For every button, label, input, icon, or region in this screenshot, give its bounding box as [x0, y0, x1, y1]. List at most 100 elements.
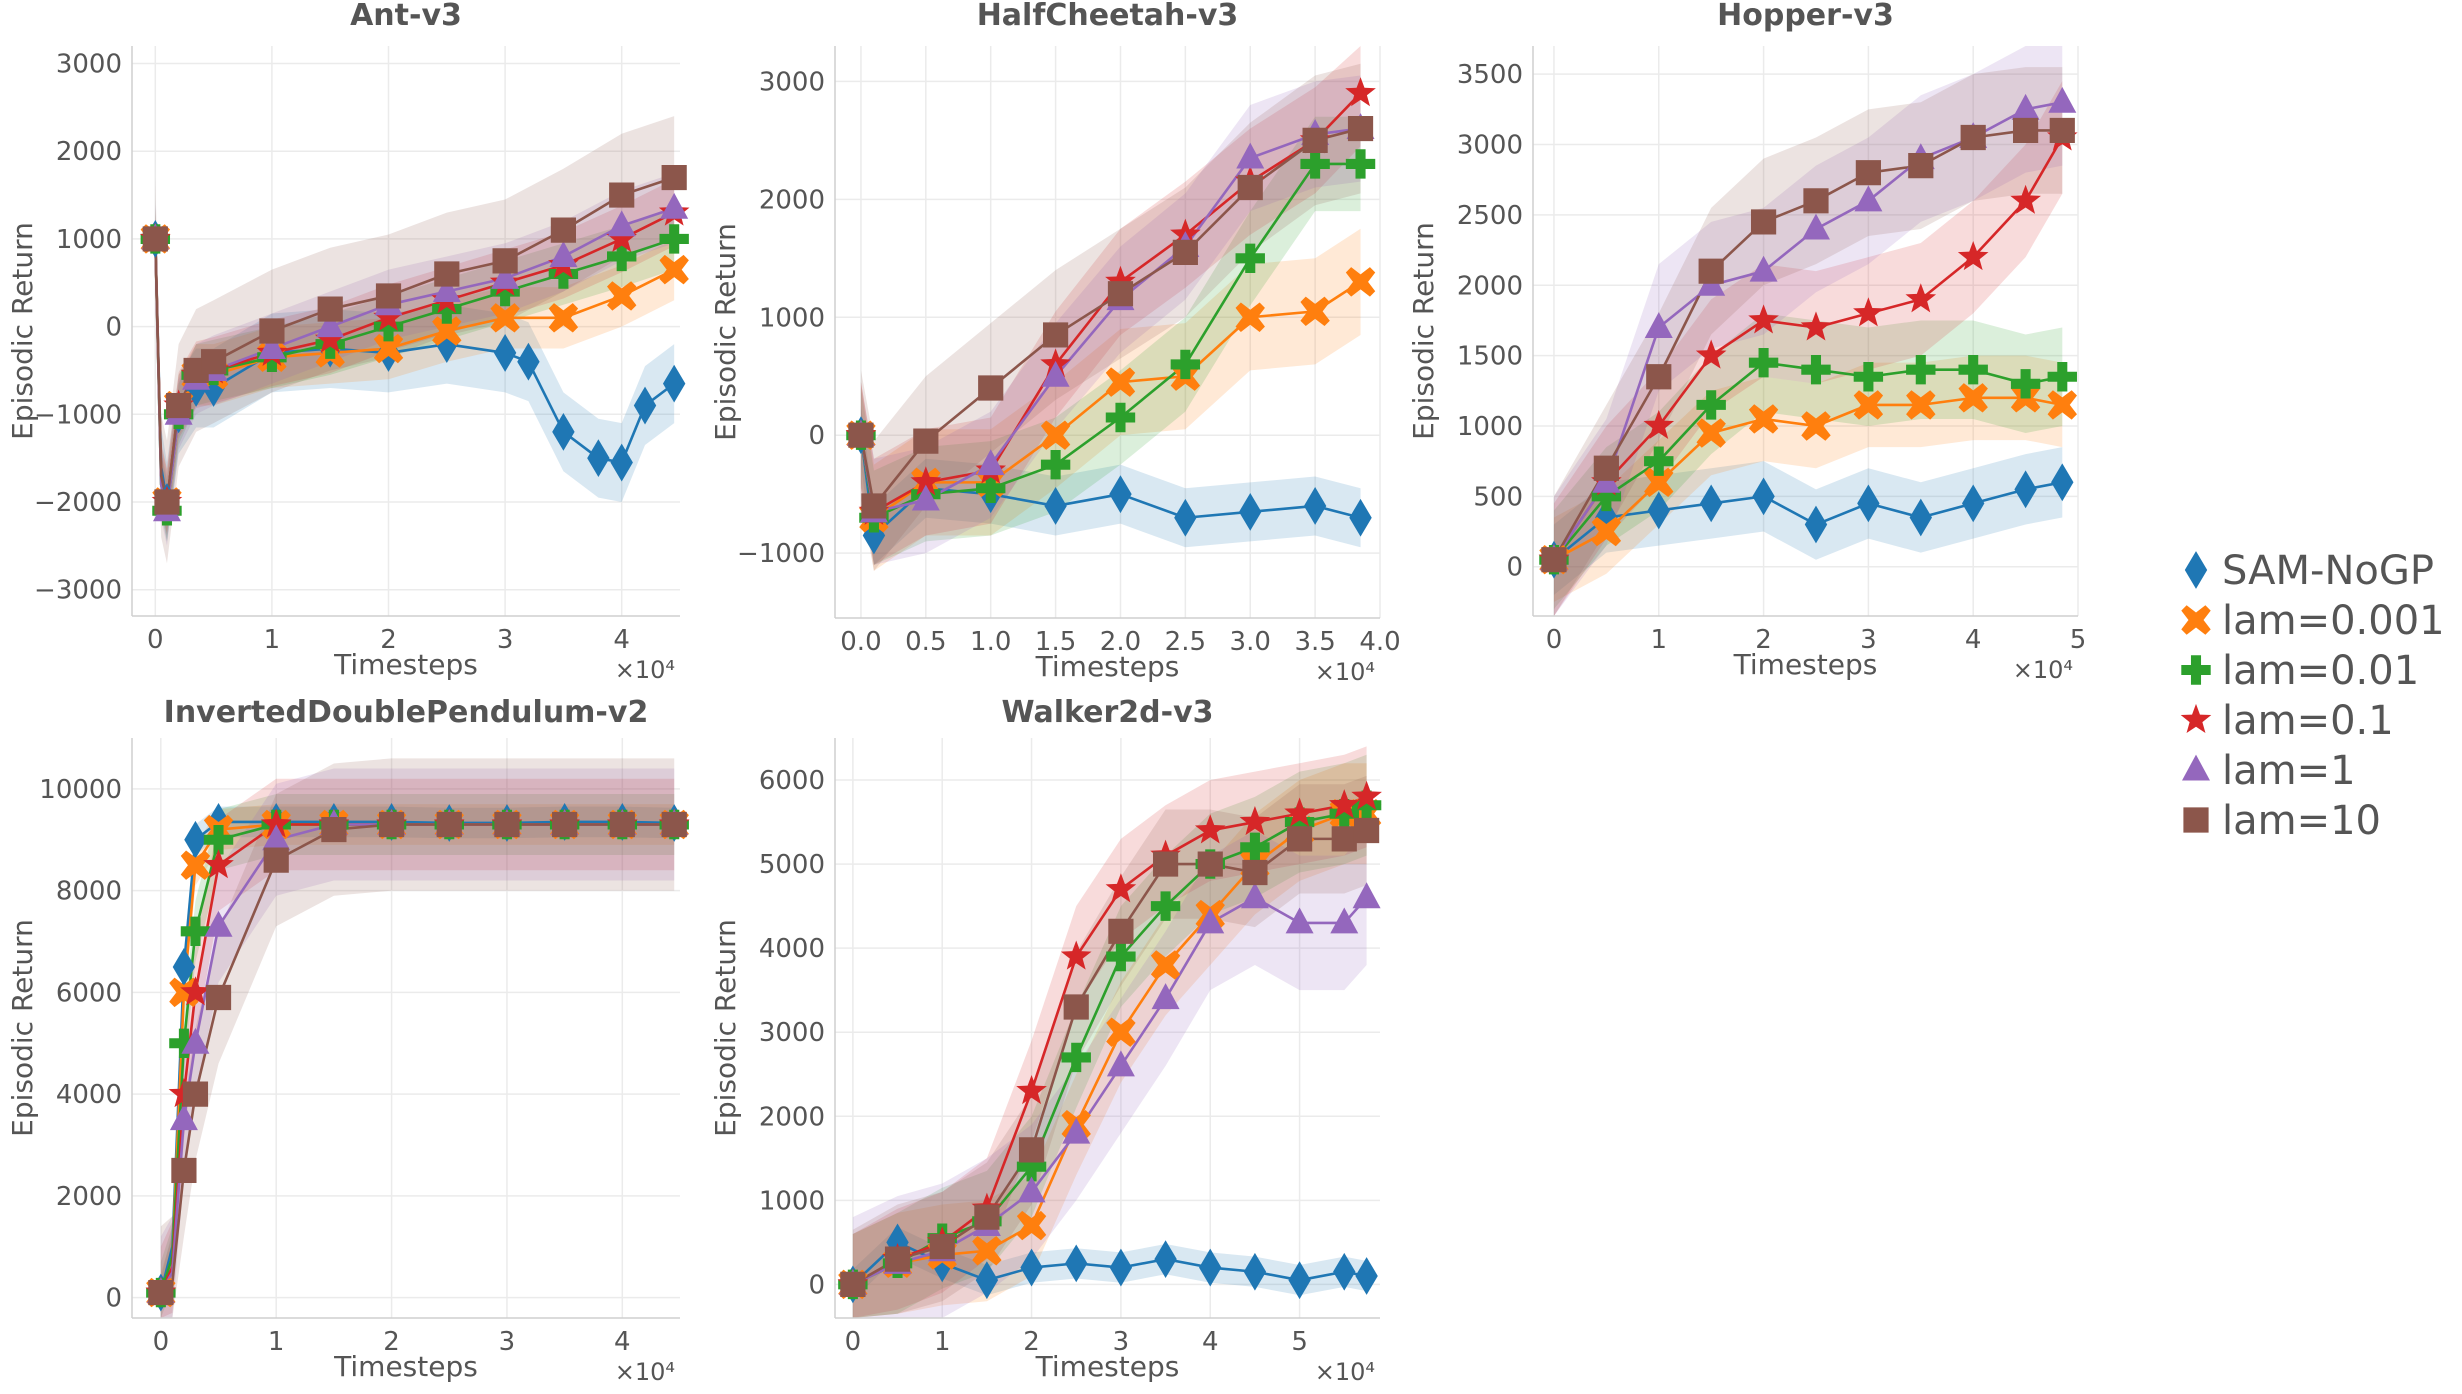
marker-lam=0.01 [1284, 807, 1315, 837]
marker-lam=1 [204, 910, 233, 937]
marker-lam=1 [1330, 907, 1359, 934]
marker-lam=0.01 [1748, 347, 1779, 378]
marker-lam=0.001 [1235, 302, 1265, 332]
band-lam=0.1 [852, 746, 1367, 1318]
marker-lam=0.01 [1801, 355, 1831, 385]
band-SAM-NoGP [155, 199, 675, 542]
marker-SAM-NoGP [1109, 475, 1132, 514]
marker-lam=0.1 [1105, 265, 1136, 295]
marker-lam=10 [552, 811, 578, 838]
x-axis-label: Timesteps [333, 1350, 478, 1383]
marker-lam=1 [1749, 255, 1778, 282]
marker-lam=0.1 [2010, 184, 2041, 214]
y-tick-label: 1000 [1457, 412, 1523, 442]
marker-lam=0.001 [373, 333, 404, 364]
marker-lam=0.01 [1061, 1042, 1091, 1073]
marker-lam=10 [609, 811, 635, 838]
legend-marker-SAM-NoGP [2184, 551, 2208, 589]
marker-lam=0.01 [2010, 369, 2041, 399]
marker-lam=1 [976, 449, 1005, 476]
marker-lam=10 [492, 248, 518, 274]
marker-lam=1 [1352, 882, 1381, 909]
y-tick-label: 10000 [39, 775, 122, 805]
marker-lam=0.01 [607, 241, 637, 272]
marker-lam=0.01 [1345, 149, 1376, 179]
subplot-walker2d-v3: 0 1 2 3 4 5 0 1000 2000 3000 4000 5000 6000 Walker2d-… [709, 695, 1382, 1386]
marker-lam=0.001 [1801, 411, 1831, 441]
marker-SAM-NoGP [552, 412, 575, 451]
marker-SAM-NoGP [1109, 1248, 1133, 1287]
marker-lam=1 [1854, 185, 1883, 212]
subplot-title: HalfCheetah-v3 [977, 0, 1239, 33]
marker-lam=0.01 [373, 311, 404, 342]
marker-lam=0.1 [180, 976, 211, 1006]
marker-lam=0.001 [1106, 1017, 1136, 1047]
subplot-title: Walker2d-v3 [1001, 695, 1213, 730]
x-tick-label: 5 [2070, 625, 2087, 655]
x-tick-label: 3 [1860, 625, 1877, 655]
y-axis-label: Episodic Return [709, 919, 742, 1137]
marker-lam=0.001 [1016, 1210, 1047, 1241]
y-tick-label: 4000 [56, 1080, 122, 1110]
marker-lam=1 [181, 1027, 210, 1054]
marker-lam=10 [1347, 115, 1374, 142]
legend-label: SAM-NoGP [2222, 548, 2434, 594]
marker-lam=10 [1197, 851, 1223, 877]
x-tick-label: 4 [1202, 1327, 1219, 1357]
marker-lam=0.001 [1150, 950, 1181, 980]
x-tick-label: 4.0 [1359, 627, 1400, 657]
marker-lam=0.001 [1345, 267, 1376, 297]
marker-lam=0.001 [548, 303, 579, 333]
marker-SAM-NoGP [1961, 484, 1985, 523]
x-tick-label: 2.0 [1100, 627, 1141, 657]
y-tick-label: 8000 [56, 877, 122, 907]
marker-lam=10 [171, 1157, 197, 1184]
marker-lam=0.01 [659, 224, 689, 254]
subplot-title: Hopper-v3 [1717, 0, 1894, 33]
marker-lam=1 [1236, 142, 1265, 169]
marker-lam=1 [316, 311, 345, 338]
marker-SAM-NoGP [1303, 487, 1327, 525]
marker-lam=0.1 [1351, 780, 1382, 810]
marker-lam=0.01 [1696, 390, 1726, 420]
x-tick-label: 3 [497, 625, 514, 655]
marker-lam=1 [911, 484, 940, 511]
marker-lam=10 [494, 811, 520, 838]
marker-lam=0.001 [607, 281, 637, 311]
marker-lam=10 [259, 318, 285, 344]
marker-SAM-NoGP [662, 364, 686, 403]
marker-lam=0.1 [1853, 297, 1884, 327]
y-tick-label: 3000 [1457, 131, 1523, 161]
marker-SAM-NoGP [493, 334, 517, 372]
y-tick-label: −1000 [34, 400, 122, 430]
marker-SAM-NoGP [517, 342, 540, 381]
x-tick-label: 2 [1755, 625, 1772, 655]
marker-lam=10 [1042, 322, 1069, 348]
y-tick-label: 3000 [56, 50, 122, 80]
y-axis-label: Episodic Return [709, 223, 742, 441]
marker-lam=1 [660, 192, 689, 219]
marker-lam=10 [1152, 851, 1179, 877]
marker-SAM-NoGP [610, 443, 633, 482]
marker-lam=10 [166, 392, 192, 419]
marker-lam=0.01 [1105, 402, 1136, 433]
band-lam=0.001 [1553, 355, 2063, 602]
marker-lam=10 [205, 984, 232, 1011]
band-lam=0.1 [1553, 81, 2063, 617]
marker-lam=0.001 [432, 316, 462, 346]
x-tick-label: 4 [614, 1327, 631, 1357]
marker-lam=1 [1106, 1050, 1135, 1077]
y-tick-label: 500 [1473, 482, 1523, 512]
marker-lam=0.1 [1194, 814, 1226, 844]
band-lam=10 [160, 758, 675, 1318]
y-tick-label: 0 [105, 313, 122, 343]
marker-lam=1 [1017, 1176, 1046, 1203]
x-tick-label: 0.5 [905, 627, 946, 657]
marker-lam=10 [148, 1279, 174, 1306]
y-tick-label: 0 [808, 1270, 825, 1300]
marker-lam=10 [609, 182, 635, 208]
marker-lam=1 [607, 210, 636, 237]
marker-lam=10 [1108, 918, 1134, 944]
marker-lam=10 [1646, 364, 1672, 390]
y-tick-label: 6000 [759, 766, 825, 796]
